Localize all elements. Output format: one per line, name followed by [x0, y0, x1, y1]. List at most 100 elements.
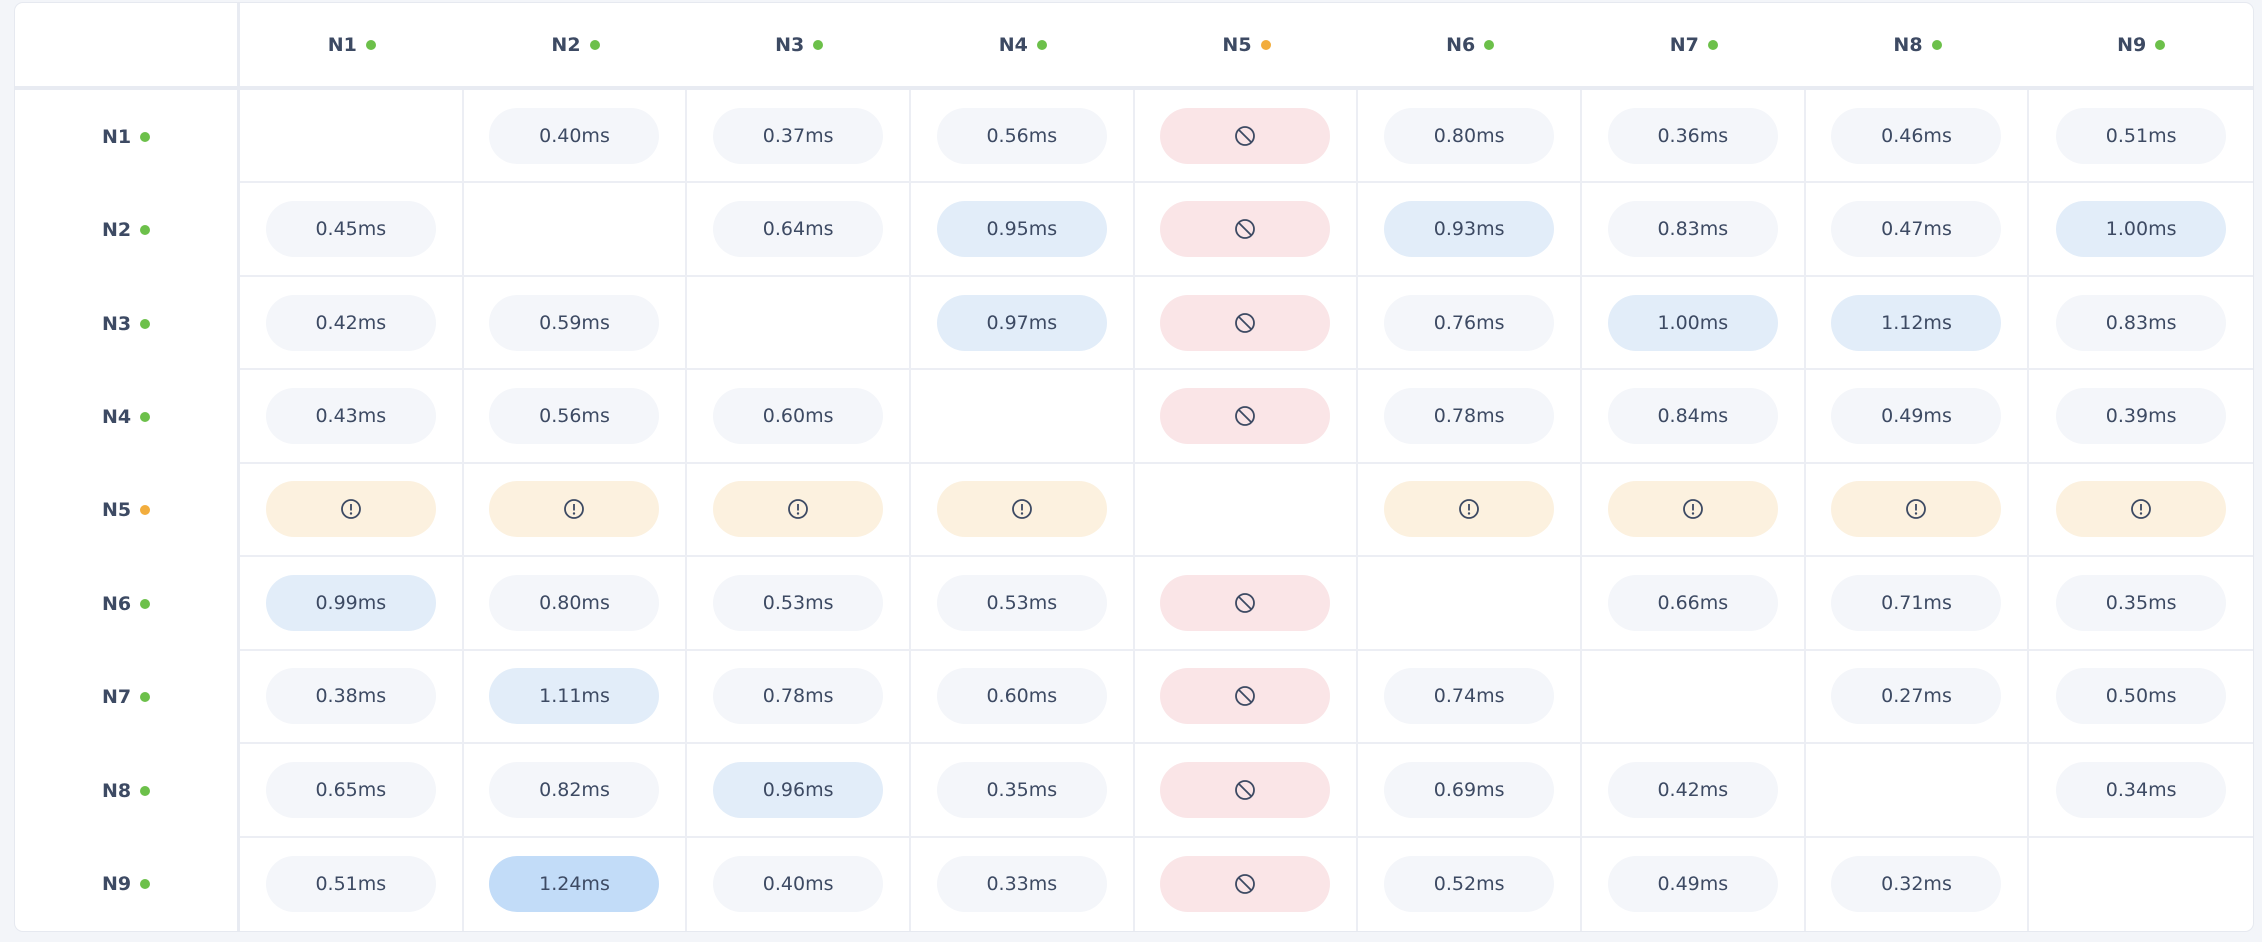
latency-pill[interactable]: 0.45ms — [265, 201, 436, 258]
latency-pill[interactable]: 0.27ms — [1831, 668, 2002, 725]
latency-pill[interactable]: 0.38ms — [265, 668, 436, 725]
latency-pill[interactable]: 0.82ms — [489, 761, 660, 818]
latency-pill[interactable]: 0.42ms — [1607, 761, 1778, 818]
matrix-cell — [1805, 744, 2030, 838]
latency-pill[interactable]: 1.00ms — [1607, 294, 1778, 351]
latency-pill[interactable]: 0.69ms — [1384, 761, 1555, 818]
blocked-pill[interactable] — [1160, 107, 1331, 164]
blocked-pill[interactable] — [1160, 574, 1331, 631]
latency-pill[interactable]: 0.51ms — [2056, 107, 2227, 164]
latency-pill[interactable]: 0.74ms — [1384, 668, 1555, 725]
latency-pill[interactable]: 0.78ms — [1384, 388, 1555, 445]
matrix-cell: 0.42ms — [1582, 744, 1806, 838]
warning-exclamation-circle-icon — [1459, 499, 1480, 520]
latency-pill[interactable]: 0.84ms — [1607, 388, 1778, 445]
latency-pill[interactable]: 0.39ms — [2056, 388, 2227, 445]
latency-pill[interactable]: 0.71ms — [1831, 574, 2002, 631]
matrix-cell: 1.11ms — [463, 650, 688, 745]
column-header-n6: N6 — [1358, 3, 1582, 90]
latency-pill[interactable]: 0.36ms — [1607, 107, 1778, 164]
latency-pill[interactable]: 0.76ms — [1384, 294, 1555, 351]
matrix-cell — [1582, 650, 1806, 745]
warning-pill[interactable] — [936, 481, 1107, 538]
latency-pill[interactable]: 0.95ms — [936, 201, 1107, 258]
latency-pill[interactable]: 0.49ms — [1831, 388, 2002, 445]
column-header-label: N1 — [327, 33, 357, 56]
warning-pill[interactable] — [2056, 481, 2227, 538]
latency-pill[interactable]: 0.35ms — [2056, 574, 2227, 631]
latency-pill[interactable]: 0.65ms — [265, 761, 436, 818]
blocked-pill[interactable] — [1160, 294, 1331, 351]
latency-pill[interactable]: 0.53ms — [936, 574, 1107, 631]
matrix-cell: 1.00ms — [2029, 183, 2253, 277]
healthy-status-dot — [140, 785, 151, 796]
matrix-cell: 0.36ms — [1582, 90, 1806, 184]
latency-pill[interactable]: 0.83ms — [2056, 294, 2227, 351]
latency-pill[interactable]: 0.96ms — [713, 761, 884, 818]
latency-pill[interactable]: 0.35ms — [936, 761, 1107, 818]
latency-pill[interactable]: 0.83ms — [1607, 201, 1778, 258]
latency-pill[interactable]: 0.32ms — [1831, 856, 2002, 913]
matrix-cell: 0.99ms — [240, 557, 464, 651]
matrix-cell — [463, 463, 688, 558]
latency-matrix-card: N1 N2 N3 N4 N5 N6 N7 N8 N9 N1 0.40ms 0.37ms 0.56ms 0.… — [15, 3, 2253, 931]
matrix-cell: 0.97ms — [911, 276, 1135, 371]
latency-pill[interactable]: 0.80ms — [489, 574, 660, 631]
latency-pill[interactable]: 0.50ms — [2056, 668, 2227, 725]
latency-pill[interactable]: 0.37ms — [713, 107, 884, 164]
latency-pill[interactable]: 1.00ms — [2056, 201, 2227, 258]
matrix-cell: 0.50ms — [2029, 651, 2253, 745]
blocked-pill[interactable] — [1160, 856, 1331, 913]
matrix-cell — [2029, 464, 2253, 558]
latency-pill[interactable]: 0.60ms — [936, 668, 1107, 725]
warning-pill[interactable] — [1607, 481, 1778, 538]
latency-pill[interactable]: 0.78ms — [713, 668, 884, 725]
warning-pill[interactable] — [1384, 481, 1555, 538]
blocked-pill[interactable] — [1160, 201, 1331, 258]
latency-pill[interactable]: 0.42ms — [265, 294, 436, 351]
latency-pill[interactable]: 0.52ms — [1384, 856, 1555, 913]
matrix-cell: 0.37ms — [687, 90, 911, 184]
latency-pill[interactable]: 0.56ms — [936, 107, 1107, 164]
healthy-status-dot — [140, 131, 151, 142]
warning-pill[interactable] — [489, 481, 660, 538]
latency-pill[interactable]: 1.12ms — [1831, 294, 2002, 351]
latency-pill[interactable]: 0.47ms — [1831, 201, 2002, 258]
matrix-cell — [687, 276, 911, 371]
latency-pill[interactable]: 0.97ms — [936, 294, 1107, 351]
matrix-cell: 0.83ms — [1582, 183, 1806, 277]
latency-pill[interactable]: 0.80ms — [1384, 107, 1555, 164]
warning-pill[interactable] — [265, 481, 436, 538]
warning-pill[interactable] — [1831, 481, 2002, 538]
matrix-cell — [1805, 463, 2030, 558]
latency-pill[interactable]: 0.40ms — [489, 107, 660, 164]
latency-pill[interactable]: 0.51ms — [265, 856, 436, 913]
matrix-cell: 0.27ms — [1805, 650, 2030, 745]
healthy-status-dot — [140, 692, 151, 703]
latency-pill[interactable]: 0.93ms — [1384, 201, 1555, 258]
latency-pill[interactable]: 0.43ms — [265, 388, 436, 445]
blocked-pill[interactable] — [1160, 388, 1331, 445]
matrix-cell: 0.69ms — [1358, 744, 1582, 838]
matrix-cell: 0.51ms — [2029, 90, 2253, 184]
row-header-label: N3 — [101, 312, 132, 335]
blocked-pill[interactable] — [1160, 761, 1331, 818]
latency-pill[interactable]: 1.24ms — [489, 856, 660, 913]
latency-pill[interactable]: 0.40ms — [713, 856, 884, 913]
blocked-pill[interactable] — [1160, 668, 1331, 725]
matrix-cell: 0.49ms — [1582, 837, 1806, 931]
latency-pill[interactable]: 1.11ms — [489, 668, 660, 725]
latency-pill[interactable]: 0.66ms — [1607, 574, 1778, 631]
latency-pill[interactable]: 0.59ms — [489, 294, 660, 351]
latency-pill[interactable]: 0.60ms — [713, 388, 884, 445]
latency-pill[interactable]: 0.99ms — [265, 574, 436, 631]
latency-pill[interactable]: 0.53ms — [713, 574, 884, 631]
latency-pill[interactable]: 0.49ms — [1607, 856, 1778, 913]
latency-pill[interactable]: 0.34ms — [2056, 761, 2227, 818]
latency-pill[interactable]: 0.33ms — [936, 856, 1107, 913]
latency-pill[interactable]: 0.56ms — [489, 388, 660, 445]
latency-pill[interactable]: 0.46ms — [1831, 107, 2002, 164]
latency-pill[interactable]: 0.64ms — [713, 201, 884, 258]
warning-pill[interactable] — [713, 481, 884, 538]
matrix-cell: 0.35ms — [2029, 557, 2253, 651]
